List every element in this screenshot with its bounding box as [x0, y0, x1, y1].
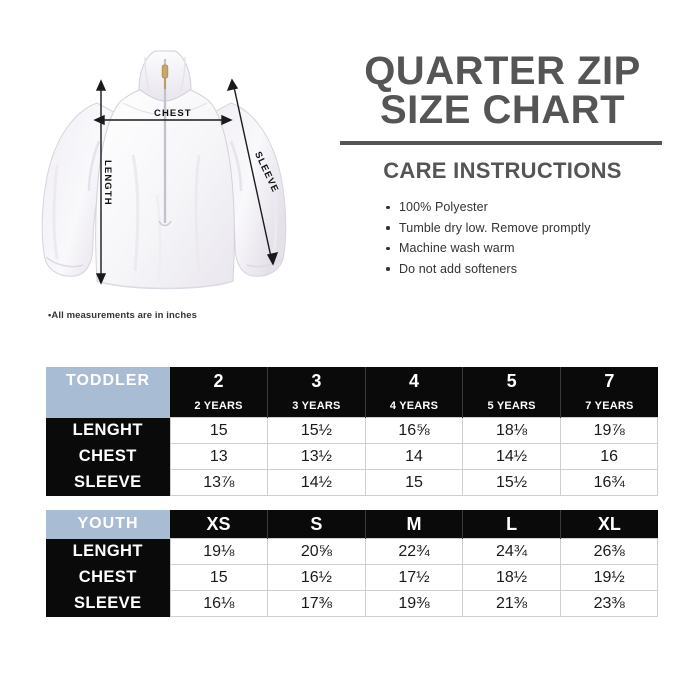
toddler-size-header: 2 [170, 367, 269, 395]
list-item: Tumble dry low. Remove promptly [386, 221, 665, 235]
header-block: QUARTER ZIP SIZE CHART CARE INSTRUCTIONS… [340, 49, 665, 282]
care-instructions-heading: CARE INSTRUCTIONS [383, 158, 622, 184]
row-label: CHEST [46, 564, 170, 591]
table-cell: 18⅛ [462, 417, 561, 444]
table-cell: 15½ [462, 469, 561, 496]
youth-size-header: XS [170, 510, 269, 539]
toddler-size-subtitle: 3 YEARS [267, 395, 366, 418]
measurements-footnote: •All measurements are in inches [48, 310, 197, 321]
table-cell: 16 [559, 443, 659, 470]
table-cell: 14½ [267, 469, 366, 496]
table-cell: 19⅛ [169, 538, 269, 565]
care-item-text: 100% Polyester [399, 200, 488, 215]
list-item: Machine wash warm [386, 241, 665, 255]
quarter-zip-drawing [41, 50, 287, 290]
toddler-size-table: TODDLER 2 3 4 5 7 2 YEARS 3 YEARS 4 YEAR… [46, 367, 659, 496]
care-item-text: Tumble dry low. Remove promptly [399, 220, 591, 235]
table-cell: 18½ [462, 564, 561, 591]
table-cell: 17½ [364, 564, 464, 591]
youth-size-header: S [267, 510, 366, 539]
youth-size-header: XL [560, 510, 658, 539]
toddler-size-header: 7 [560, 367, 658, 395]
table-cell: 19½ [559, 564, 659, 591]
youth-size-table: YOUTH XS S M L XL LENGHT 19⅛ 20⅝ 22¾ 24¾… [46, 510, 659, 617]
table-cell: 16⅝ [364, 417, 464, 444]
table-cell: 16½ [267, 564, 366, 591]
youth-size-header: L [462, 510, 561, 539]
table-cell: 15 [169, 564, 269, 591]
toddler-size-subtitle: 2 YEARS [170, 395, 269, 418]
toddler-group-label: TODDLER [46, 367, 170, 395]
table-cell: 15½ [267, 417, 366, 444]
row-label: SLEEVE [46, 590, 170, 617]
youth-size-header: M [365, 510, 464, 539]
table-cell: 15 [364, 469, 464, 496]
row-label: SLEEVE [46, 469, 170, 496]
table-row: SLEEVE 16⅛ 17⅜ 19⅜ 21⅜ 23⅜ [46, 590, 659, 617]
table-cell: 13⅞ [169, 469, 269, 496]
table-cell: 26⅜ [559, 538, 659, 565]
table-cell: 24¾ [462, 538, 561, 565]
list-item: 100% Polyester [386, 200, 665, 214]
page-title-line2: SIZE CHART [380, 88, 625, 133]
table-row: YOUTH XS S M L XL [46, 510, 658, 539]
table-cell: 20⅝ [267, 538, 366, 565]
table-cell: 14 [364, 443, 464, 470]
length-measure-label: LENGTH [102, 160, 113, 206]
table-cell: 19⅜ [364, 590, 464, 617]
toddler-size-header: 5 [462, 367, 561, 395]
table-row: CHEST 13 13½ 14 14½ 16 [46, 443, 659, 470]
care-item-text: Machine wash warm [399, 241, 515, 256]
bullet-icon [386, 205, 390, 210]
garment-illustration: CHEST LENGTH SLEEVE [35, 45, 335, 315]
table-cell: 19⅞ [559, 417, 659, 444]
table-row: CHEST 15 16½ 17½ 18½ 19½ [46, 564, 659, 591]
table-cell: 22¾ [364, 538, 464, 565]
table-row: 2 YEARS 3 YEARS 4 YEARS 5 YEARS 7 YEARS [46, 395, 658, 418]
toddler-size-header: 3 [267, 367, 366, 395]
bullet-icon [386, 226, 390, 230]
care-item-text: Do not add softeners [399, 261, 518, 276]
table-row: SLEEVE 13⅞ 14½ 15 15½ 16¾ [46, 469, 659, 496]
row-label: LENGHT [46, 417, 170, 444]
row-label: LENGHT [46, 538, 170, 565]
chest-measure-label: CHEST [154, 108, 192, 119]
table-cell: 13 [169, 443, 269, 470]
table-cell: 17⅜ [267, 590, 366, 617]
top-section: CHEST LENGTH SLEEVE •All measurements ar… [0, 0, 700, 345]
table-cell: 13½ [267, 443, 366, 470]
size-tables: TODDLER 2 3 4 5 7 2 YEARS 3 YEARS 4 YEAR… [46, 367, 659, 617]
care-instructions-list: 100% Polyester Tumble dry low. Remove pr… [340, 200, 665, 276]
toddler-size-subtitle: 5 YEARS [462, 395, 561, 418]
table-cell: 23⅜ [559, 590, 659, 617]
toddler-subheader-spacer [46, 395, 170, 418]
table-row: TODDLER 2 3 4 5 7 [46, 367, 658, 395]
title-divider [340, 141, 662, 146]
bullet-icon [386, 246, 390, 251]
table-cell: 21⅜ [462, 590, 561, 617]
page-title-line1: QUARTER ZIP [364, 49, 641, 93]
list-item: Do not add softeners [386, 262, 665, 276]
youth-group-label: YOUTH [46, 510, 170, 539]
toddler-size-subtitle: 4 YEARS [365, 395, 464, 418]
table-cell: 16⅛ [169, 590, 269, 617]
table-cell: 16¾ [559, 469, 659, 496]
table-cell: 14½ [462, 443, 561, 470]
table-row: LENGHT 19⅛ 20⅝ 22¾ 24¾ 26⅜ [46, 538, 659, 565]
bullet-icon [386, 267, 390, 271]
toddler-size-subtitle: 7 YEARS [560, 395, 658, 418]
toddler-size-header: 4 [365, 367, 464, 395]
table-row: LENGHT 15 15½ 16⅝ 18⅛ 19⅞ [46, 417, 659, 444]
row-label: CHEST [46, 443, 170, 470]
table-cell: 15 [169, 417, 269, 444]
